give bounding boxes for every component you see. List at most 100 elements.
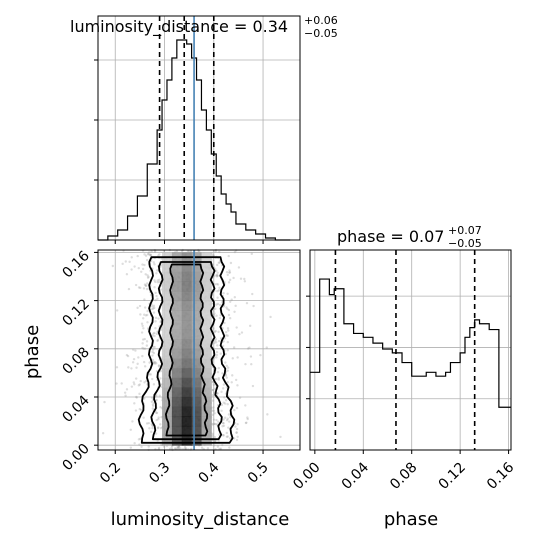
scatter-point	[132, 381, 135, 384]
scatter-point	[235, 427, 239, 431]
scatter-point	[233, 408, 236, 412]
tick-labels: 0.2 0.3 0.4 0.5 0.00 0.04 0.08 0.12 0.16 0.00 0.04…	[59, 248, 517, 493]
scatter-point	[133, 265, 136, 268]
scatter-point	[219, 314, 222, 317]
scatter-point	[137, 266, 140, 270]
scatter-point	[136, 254, 139, 258]
scatter-point	[159, 369, 163, 373]
scatter-point	[142, 287, 146, 290]
scatter-point	[143, 263, 146, 267]
scatter-point	[227, 254, 230, 258]
top-panel-frame	[97, 15, 301, 241]
scatter-point	[146, 252, 150, 256]
scatter-point	[159, 426, 163, 430]
scatter-point	[154, 362, 158, 365]
scatter-point	[240, 331, 244, 334]
density-cell	[181, 368, 193, 379]
scatter-point	[151, 348, 155, 351]
density-cell	[201, 416, 212, 427]
scatter-point	[215, 303, 218, 306]
scatter-point	[158, 280, 161, 284]
density-cell	[171, 368, 183, 379]
scatter-point	[130, 268, 133, 271]
scatter-point	[228, 271, 232, 274]
scatter-point	[143, 347, 147, 350]
scatter-point	[147, 421, 151, 425]
density-cell	[181, 406, 193, 417]
density-cell	[191, 329, 202, 340]
scatter-point	[212, 418, 216, 421]
density-cell	[201, 262, 212, 273]
scatter-point	[227, 281, 231, 284]
scatter-point	[153, 250, 157, 254]
scatter-point	[151, 307, 154, 311]
scatter-point	[145, 287, 149, 291]
scatter-point	[135, 396, 138, 399]
x-tick-label-phase: 0.08	[387, 460, 420, 493]
density-cell	[171, 300, 183, 311]
scatter-point	[157, 317, 160, 320]
scatter-point	[146, 321, 149, 324]
scatter-point	[155, 272, 158, 275]
density-cell	[191, 406, 202, 417]
scatter-point	[139, 313, 142, 316]
scatter-point	[133, 441, 136, 445]
scatter-point	[211, 423, 214, 426]
scatter-point	[154, 298, 157, 302]
scatter-point	[232, 276, 235, 280]
scatter-point	[212, 444, 216, 447]
scatter-point	[232, 346, 236, 349]
density-cell	[191, 396, 202, 408]
scatter-point	[151, 407, 155, 410]
scatter-point	[229, 416, 232, 419]
scatter-point	[227, 426, 230, 429]
scatter-point	[177, 446, 181, 449]
scatter-point	[141, 342, 144, 345]
scatter-point	[152, 261, 155, 264]
scatter-point	[266, 413, 269, 416]
scatter-point	[231, 374, 234, 377]
scatter-point	[141, 267, 145, 271]
scatter-point	[214, 338, 218, 341]
scatter-point	[149, 373, 152, 376]
scatter-point	[226, 366, 230, 369]
scatter-point	[157, 426, 160, 429]
scatter-point	[175, 250, 179, 253]
scatter-point	[244, 404, 247, 407]
scatter-point	[215, 423, 219, 426]
scatter-point	[159, 423, 162, 426]
scatter-point	[220, 390, 223, 394]
scatter-point	[145, 340, 149, 343]
luminosity-distance-histogram-panel	[94, 15, 301, 244]
joint-density-panel	[94, 248, 301, 454]
density-cell	[191, 310, 202, 321]
scatter-point	[219, 447, 223, 450]
x-tick-label-phase: 0.12	[436, 460, 469, 493]
contour-lines	[137, 256, 236, 444]
scatter-point	[236, 384, 239, 387]
density-cell	[201, 329, 212, 340]
x-axis-label-phase: phase	[384, 509, 438, 530]
scatter-point	[218, 250, 221, 254]
scatter-point	[152, 351, 156, 355]
scatter-point	[143, 337, 146, 341]
scatter-point	[226, 435, 230, 438]
scatter-point	[213, 341, 216, 345]
scatter-point	[134, 283, 138, 287]
scatter-point	[150, 400, 154, 403]
scatter-point	[115, 309, 119, 312]
scatter-point	[153, 306, 156, 310]
density-cell	[201, 281, 212, 292]
scatter-point	[215, 353, 219, 357]
scatter-point	[244, 421, 248, 425]
scatter-point	[154, 327, 157, 330]
scatter-point	[125, 388, 129, 391]
phase-title: phase = 0.07	[337, 227, 444, 246]
scatter-point	[216, 344, 219, 347]
scatter-point	[211, 388, 214, 392]
phase-title-minus: −0.05	[448, 237, 482, 250]
scatter-point	[127, 366, 130, 369]
scatter-point	[148, 427, 151, 430]
scatter-point	[214, 307, 217, 311]
scatter-point	[160, 443, 163, 447]
